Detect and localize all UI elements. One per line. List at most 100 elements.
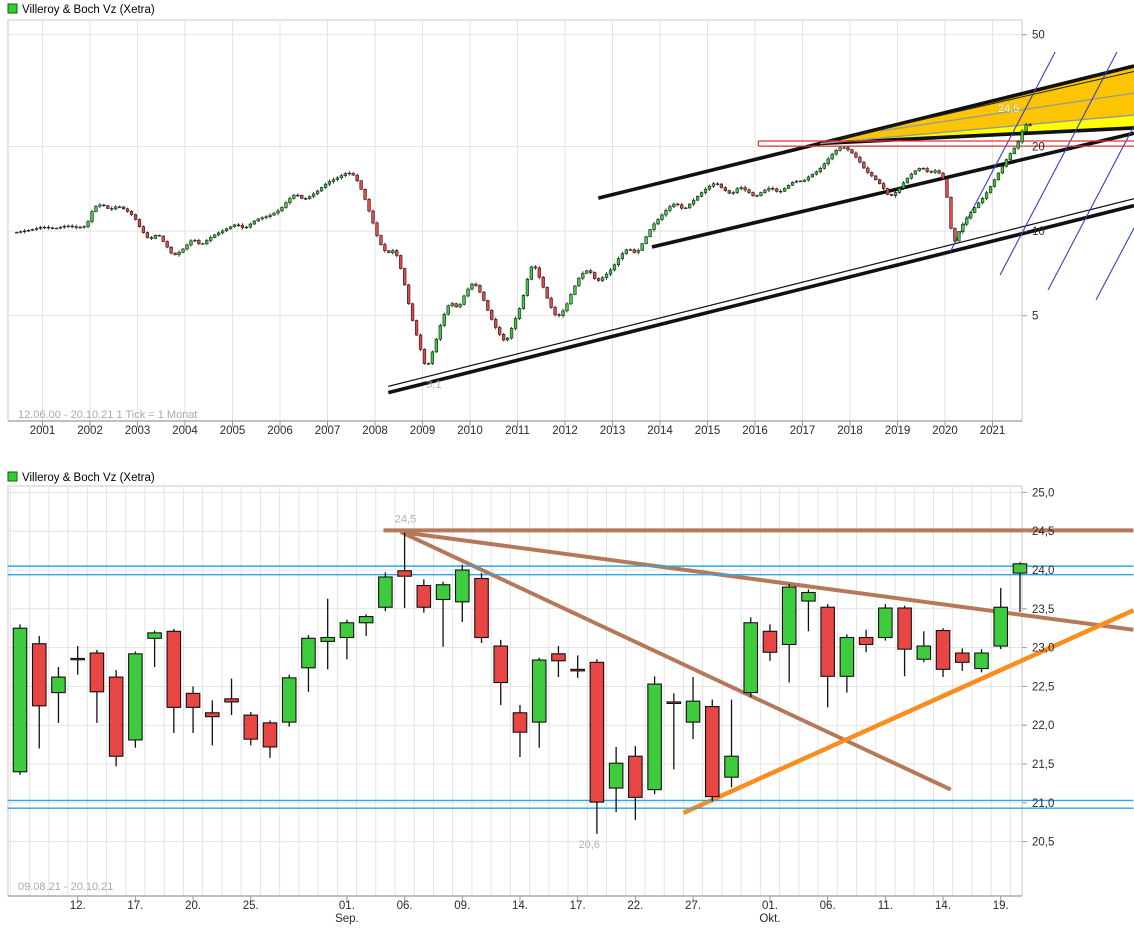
candle bbox=[790, 181, 795, 186]
candle bbox=[731, 192, 735, 194]
candle bbox=[759, 192, 763, 196]
candle bbox=[557, 314, 561, 316]
candle bbox=[38, 227, 43, 229]
candle bbox=[882, 183, 886, 189]
x-tick-label: 12. bbox=[70, 900, 86, 912]
candle bbox=[620, 253, 625, 259]
candle bbox=[335, 177, 340, 180]
candle bbox=[570, 668, 585, 672]
y-tick-label: 21,0 bbox=[1032, 798, 1054, 810]
candle bbox=[854, 152, 858, 158]
candle bbox=[23, 230, 27, 232]
candle bbox=[128, 653, 143, 741]
period-label-monthly: 12.06.00 - 20.10.21 1 Tick = 1 Monat bbox=[18, 409, 197, 421]
candle bbox=[320, 636, 335, 642]
candle bbox=[493, 645, 509, 684]
candle bbox=[62, 225, 66, 228]
candle bbox=[553, 307, 557, 316]
candle bbox=[771, 188, 775, 190]
legend-swatch-icon bbox=[7, 471, 18, 482]
candle bbox=[878, 179, 882, 184]
candle bbox=[416, 584, 432, 608]
candle bbox=[70, 225, 74, 228]
candle bbox=[652, 223, 656, 230]
candle bbox=[213, 234, 217, 238]
candle bbox=[371, 210, 375, 224]
candle bbox=[647, 683, 662, 791]
x-tick-label: 14. bbox=[512, 900, 528, 912]
candle bbox=[46, 226, 51, 229]
y-tick-label: 5 bbox=[1032, 311, 1038, 323]
y-tick-label: 20,5 bbox=[1032, 837, 1054, 849]
y-tick-label: 10 bbox=[1032, 226, 1045, 238]
candle bbox=[185, 692, 201, 708]
x-tick-label: 17. bbox=[127, 900, 143, 912]
x-tick-label: 2004 bbox=[172, 425, 198, 437]
candle bbox=[1012, 563, 1028, 574]
candle bbox=[988, 186, 993, 194]
candle bbox=[695, 195, 700, 201]
candle bbox=[996, 172, 1001, 181]
candle bbox=[608, 269, 613, 275]
candle bbox=[830, 153, 834, 160]
fan-line-4 bbox=[1095, 227, 1134, 301]
candle bbox=[12, 627, 28, 773]
chart-title-monthly: Villeroy & Boch Vz (Xetra) bbox=[22, 4, 155, 16]
candle bbox=[834, 150, 838, 155]
candle bbox=[502, 334, 506, 341]
candle bbox=[512, 712, 528, 733]
candle bbox=[775, 188, 779, 192]
candle bbox=[74, 226, 78, 228]
candle bbox=[624, 249, 628, 254]
x-tick-label: 06. bbox=[397, 900, 413, 912]
candle bbox=[905, 177, 910, 184]
candle bbox=[1016, 141, 1020, 149]
candle bbox=[961, 223, 965, 233]
candle bbox=[301, 637, 316, 669]
candle bbox=[723, 187, 727, 191]
candle bbox=[640, 243, 644, 251]
candle bbox=[569, 294, 573, 305]
candle bbox=[984, 192, 989, 199]
candle bbox=[102, 204, 106, 207]
candle bbox=[446, 305, 450, 315]
candle bbox=[628, 249, 632, 251]
x-tick-label: 17. bbox=[570, 900, 586, 912]
candle bbox=[802, 179, 807, 182]
candle bbox=[977, 202, 981, 208]
candle bbox=[531, 659, 547, 723]
candle bbox=[826, 158, 830, 164]
candle bbox=[929, 171, 933, 173]
candle bbox=[450, 303, 454, 307]
candle bbox=[901, 182, 906, 189]
candle bbox=[980, 198, 985, 204]
candle bbox=[359, 180, 363, 190]
candle bbox=[858, 156, 862, 163]
candle bbox=[664, 210, 668, 216]
candle bbox=[893, 192, 898, 196]
candle bbox=[897, 607, 912, 650]
candle bbox=[974, 652, 989, 670]
y-tick-label: 50 bbox=[1032, 30, 1045, 42]
candle bbox=[358, 616, 374, 624]
candle bbox=[608, 762, 624, 789]
candle bbox=[137, 219, 142, 227]
candle bbox=[616, 258, 621, 266]
x-tick-label: 2008 bbox=[362, 425, 388, 437]
candle bbox=[751, 192, 755, 196]
candle bbox=[648, 229, 652, 237]
candle bbox=[108, 676, 124, 757]
candle bbox=[205, 240, 209, 244]
candle bbox=[589, 661, 605, 803]
candle bbox=[1012, 147, 1016, 154]
candle bbox=[351, 172, 355, 176]
candle bbox=[387, 250, 391, 254]
candle bbox=[308, 196, 312, 200]
x-tick-label: 20. bbox=[185, 900, 201, 912]
candle bbox=[889, 194, 894, 196]
candle bbox=[551, 653, 566, 662]
candle bbox=[169, 246, 173, 254]
candle bbox=[378, 576, 393, 608]
x-tick-label: 2005 bbox=[220, 425, 246, 437]
